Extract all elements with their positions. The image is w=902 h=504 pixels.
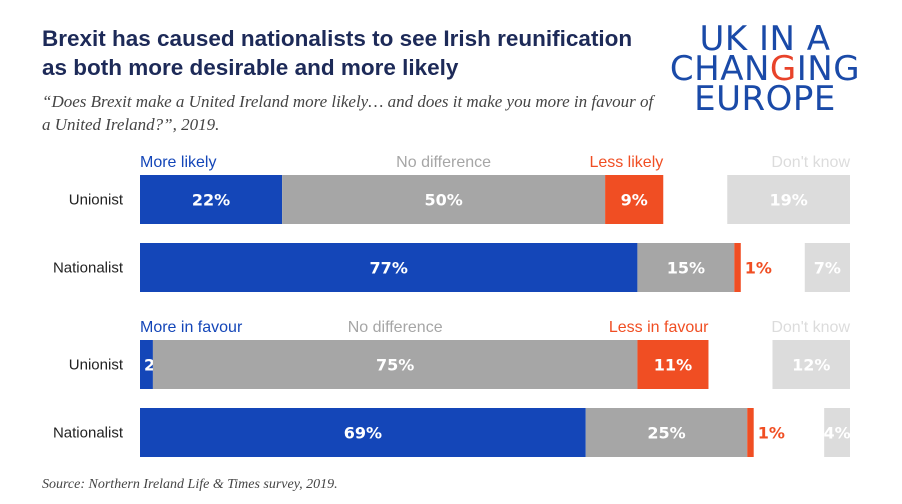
legend-label: No difference <box>396 154 491 171</box>
value-label: 9% <box>621 191 648 210</box>
row-label: Unionist <box>69 192 124 209</box>
legend-label: Less in favour <box>609 319 709 336</box>
value-label: 50% <box>424 191 462 210</box>
value-label: 69% <box>344 424 382 443</box>
bar-segment <box>282 175 606 224</box>
bar-segment <box>804 243 850 292</box>
chart-title: Brexit has caused nationalists to see Ir… <box>42 26 633 80</box>
legend-label: More in favour <box>140 319 243 336</box>
legend-label: Don't know <box>771 319 850 336</box>
bar-segment <box>637 243 735 292</box>
value-label: 77% <box>370 259 408 278</box>
bar-segment <box>734 243 741 292</box>
legend-label: More likely <box>140 154 216 171</box>
bar-segment <box>605 175 664 224</box>
bar-segment <box>140 243 638 292</box>
value-label: 19% <box>769 191 807 210</box>
logo-line-2b: G <box>769 49 797 89</box>
logo-line-2c: ING <box>796 49 861 89</box>
brand-logo: UK IN A CHANGING EUROPE <box>665 19 865 119</box>
row-label: Nationalist <box>53 260 124 277</box>
logo-line-2a: CHAN <box>669 49 770 89</box>
value-label: 4% <box>823 424 850 443</box>
bar-segment <box>140 175 283 224</box>
value-label: 1% <box>758 424 785 443</box>
row-label: Nationalist <box>53 425 124 442</box>
row-label: Unionist <box>69 357 124 374</box>
bar-segment <box>747 408 754 457</box>
bar-segment <box>772 340 850 389</box>
value-label: 7% <box>814 259 841 278</box>
legend-label: Less likely <box>589 154 663 171</box>
value-label: 1% <box>745 259 772 278</box>
value-label: 25% <box>647 424 685 443</box>
logo-line-2: CHANGING <box>665 52 865 86</box>
value-label: 75% <box>376 356 414 375</box>
value-label: 12% <box>792 356 830 375</box>
legend-label: Don't know <box>771 154 850 171</box>
source-note: Source: Northern Ireland Life & Times su… <box>42 477 338 492</box>
bar-segment <box>824 408 850 457</box>
bar-segment <box>727 175 850 224</box>
bar-segment <box>140 408 586 457</box>
value-label: 22% <box>192 191 230 210</box>
legend-label: No difference <box>348 319 443 336</box>
value-label: 11% <box>654 356 692 375</box>
value-label: 15% <box>667 259 705 278</box>
logo-line-1: UK IN A <box>699 19 831 59</box>
chart-subtitle: “Does Brexit make a United Ireland more … <box>42 92 654 134</box>
logo-line-3: EUROPE <box>694 79 836 119</box>
bar-segment <box>637 340 709 389</box>
bar-segment <box>152 340 638 389</box>
bar-segment <box>585 408 748 457</box>
bar-segment <box>140 340 153 389</box>
